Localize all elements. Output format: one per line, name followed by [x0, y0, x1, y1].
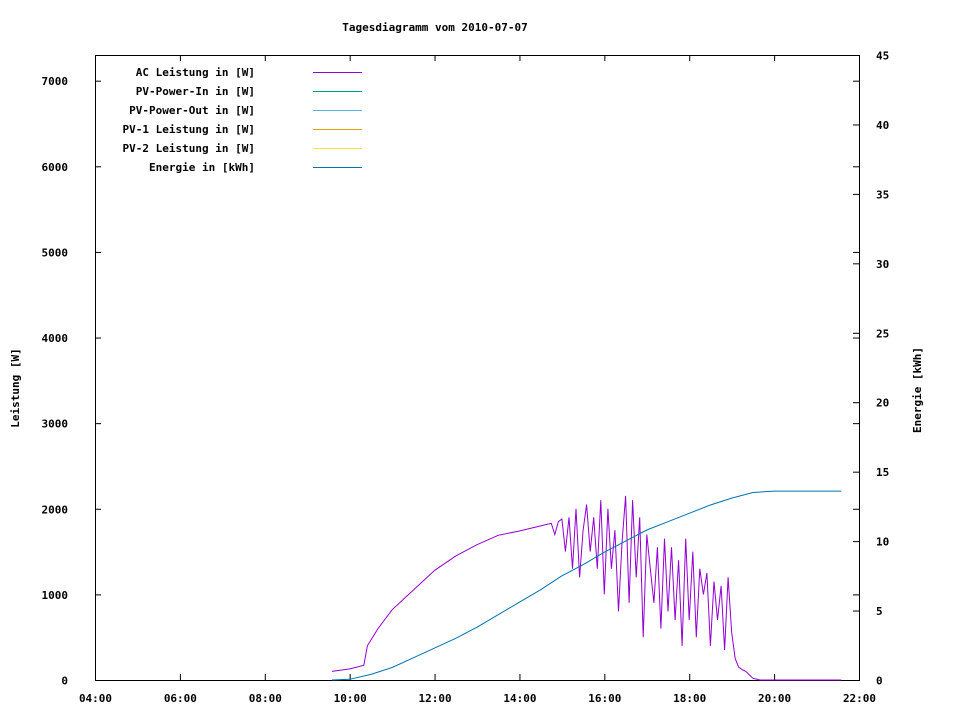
y2-tick-label: 10 [876, 536, 889, 549]
x-axis-ticks: 04:00 06:00 08:00 10:00 12:00 14:00 16:00 18:00… [79, 55, 876, 705]
x-tick-label: 16:00 [588, 692, 621, 705]
x-tick-label: 10:00 [334, 692, 367, 705]
y2-tick-label: 45 [876, 50, 889, 63]
y2-axis-label: Energie [kWh] [911, 347, 924, 433]
legend-label: PV-Power-Out in [W] [129, 104, 255, 117]
chart-title: Tagesdiagramm vom 2010-07-07 [342, 21, 527, 34]
y2-tick-label: 0 [876, 675, 883, 688]
series-line-0 [331, 495, 842, 681]
y2-tick-label: 5 [876, 605, 883, 618]
y-axis-label: Leistung [W] [9, 348, 22, 427]
legend-label: PV-1 Leistung in [W] [123, 123, 255, 136]
x-tick-label: 08:00 [249, 692, 282, 705]
y-tick-label: 6000 [42, 161, 69, 174]
legend-label: PV-2 Leistung in [W] [123, 142, 255, 155]
series-lines [331, 490, 842, 681]
x-tick-label: 20:00 [758, 692, 791, 705]
x-tick-label: 04:00 [79, 692, 112, 705]
y2-axis-ticks: 0 5 10 15 20 25 30 35 40 45 [853, 50, 889, 688]
legend: AC Leistung in [W] PV-Power-In in [W] PV-P… [123, 66, 362, 174]
y-tick-label: 5000 [42, 246, 69, 259]
x-tick-label: 18:00 [673, 692, 706, 705]
y-axis-ticks: 0 1000 2000 3000 4000 5000 6000 7000 [42, 75, 859, 688]
y2-tick-label: 20 [876, 397, 889, 410]
legend-label: PV-Power-In in [W] [136, 85, 255, 98]
y-tick-label: 0 [61, 675, 68, 688]
x-tick-label: 22:00 [843, 692, 876, 705]
y2-tick-label: 40 [876, 119, 889, 132]
x-tick-label: 12:00 [418, 692, 451, 705]
y-tick-label: 3000 [42, 418, 69, 431]
y-tick-label: 2000 [42, 503, 69, 516]
y-tick-label: 4000 [42, 332, 69, 345]
legend-label: AC Leistung in [W] [136, 66, 255, 79]
y2-tick-label: 30 [876, 258, 889, 271]
plot-frame [95, 55, 860, 681]
y2-tick-label: 15 [876, 466, 889, 479]
legend-label: Energie in [kWh] [149, 161, 255, 174]
x-tick-label: 06:00 [164, 692, 197, 705]
x-tick-label: 14:00 [503, 692, 536, 705]
y2-tick-label: 25 [876, 327, 889, 340]
y-tick-label: 7000 [42, 75, 69, 88]
y-tick-label: 1000 [42, 589, 69, 602]
series-line-5 [331, 490, 842, 681]
y2-tick-label: 35 [876, 188, 889, 201]
